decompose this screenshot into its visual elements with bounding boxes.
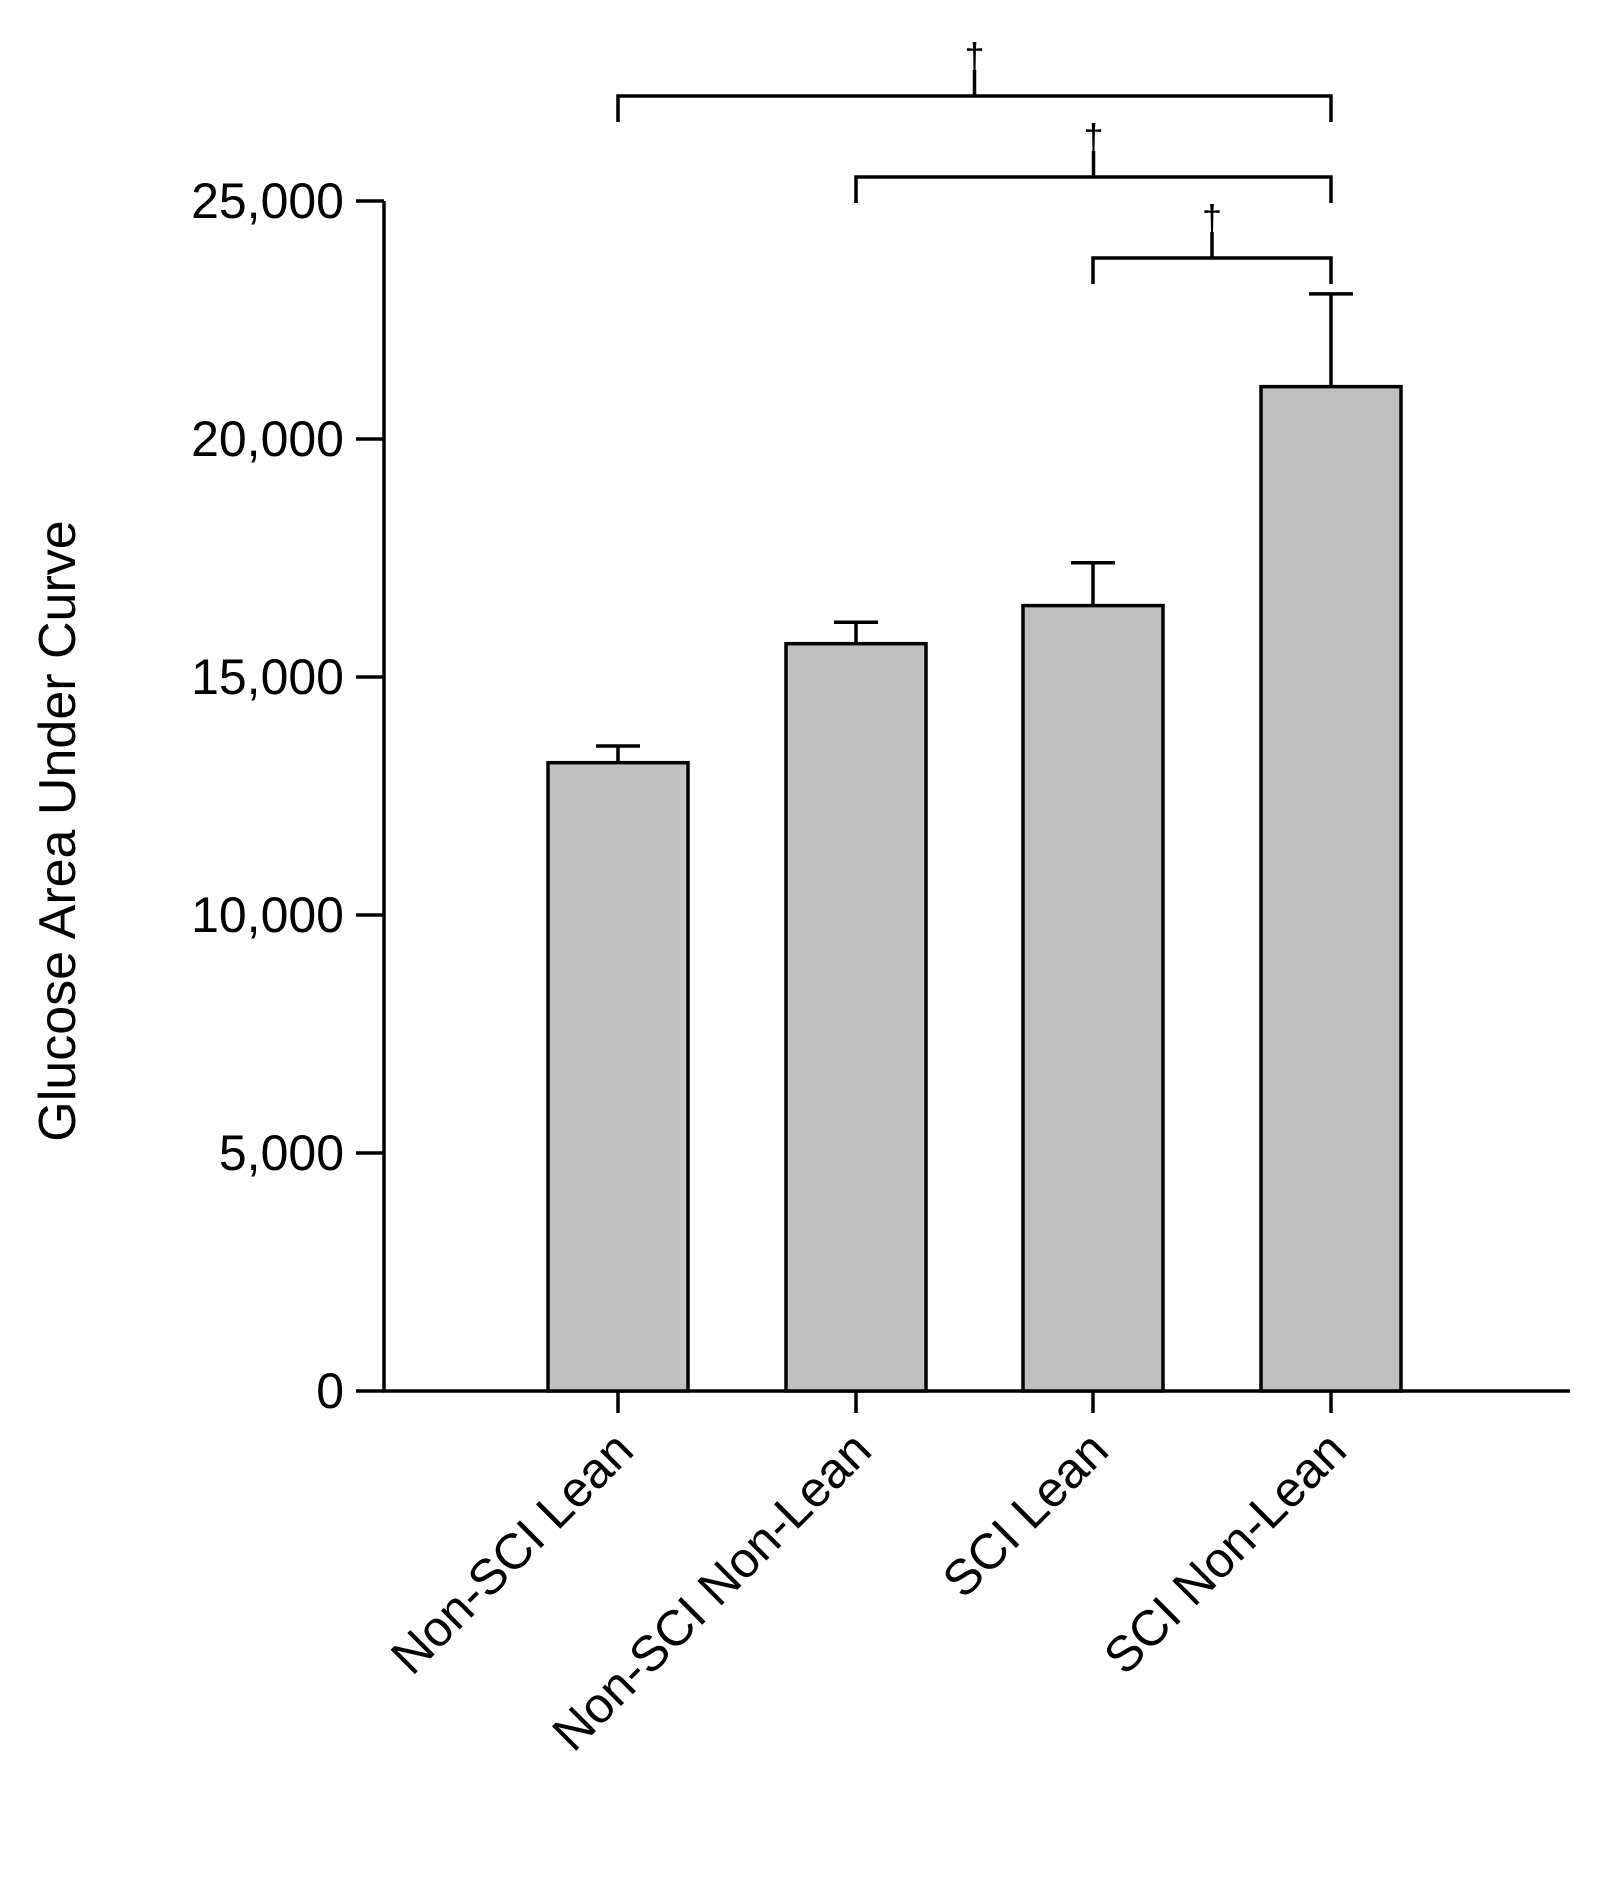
- bars: [546, 384, 1403, 1393]
- y-tick-label: 20,000: [191, 411, 344, 467]
- x-category-label: SCI Lean: [932, 1421, 1119, 1608]
- x-category-label: Non-SCI Lean: [380, 1421, 644, 1685]
- y-tick-label: 0: [316, 1363, 344, 1419]
- y-tick-label: 25,000: [191, 173, 344, 229]
- significance-bracket: [854, 175, 1333, 203]
- bar: [784, 641, 928, 1393]
- y-tick-label: 10,000: [191, 887, 344, 943]
- significance-bracket: [616, 94, 1333, 122]
- significance-mark: †: [1202, 197, 1222, 238]
- significance-brackets: † † †: [616, 35, 1333, 284]
- x-category-label: SCI Non-Lean: [1093, 1421, 1357, 1685]
- error-bars: [596, 292, 1353, 763]
- y-tick-label: 15,000: [191, 649, 344, 705]
- bar: [1021, 603, 1165, 1393]
- bar: [1259, 384, 1403, 1393]
- significance-bracket: [1091, 256, 1333, 284]
- significance-mark: †: [1083, 116, 1103, 157]
- bar: [546, 760, 690, 1393]
- y-tick-label: 5,000: [219, 1125, 344, 1181]
- y-axis-title: Glucose Area Under Curve: [29, 520, 87, 1141]
- significance-mark: †: [964, 35, 984, 76]
